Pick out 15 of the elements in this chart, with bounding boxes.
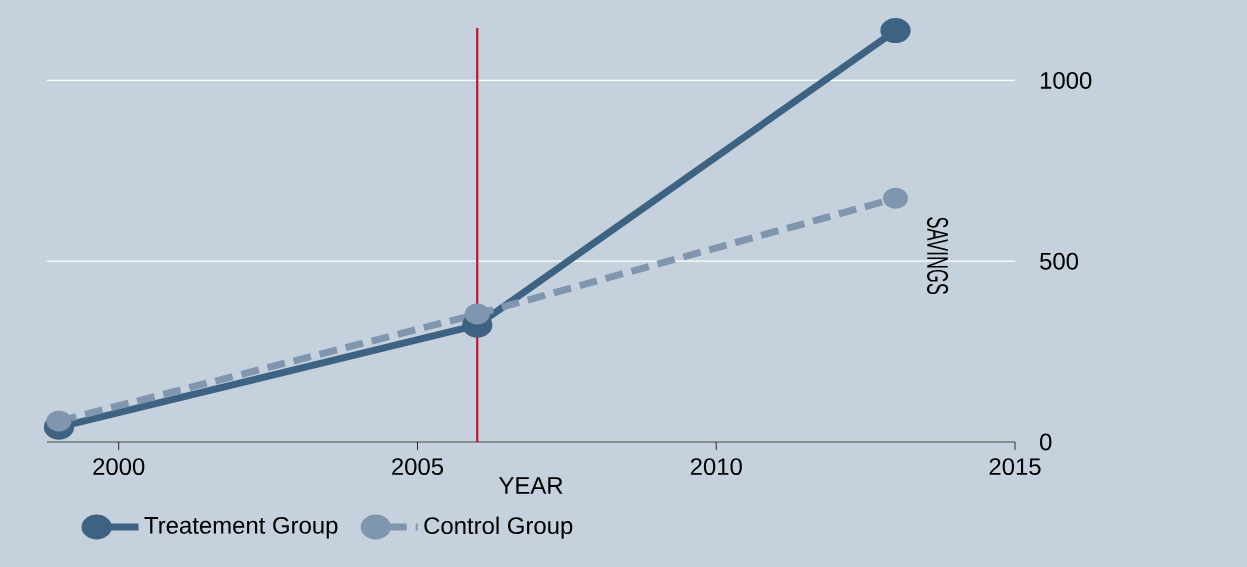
x-tick-label: 2000 [93, 458, 145, 476]
point [46, 410, 72, 432]
point [464, 303, 490, 325]
legend-label: Treatement Group [144, 516, 338, 539]
y-tick-label: 0 [1040, 433, 1052, 451]
y-tick-label: 500 [1040, 252, 1079, 270]
legend-label: Control Group [424, 516, 573, 539]
y-tick-label: 1000 [1040, 71, 1092, 89]
x-tick-label: 2005 [392, 458, 444, 476]
x-tick-label: 2015 [989, 458, 1041, 476]
x-axis-title: YEAR [498, 477, 563, 494]
point [882, 187, 909, 209]
x-tick-label: 2010 [690, 458, 742, 476]
point [880, 18, 911, 43]
y-axis-title: SAVINGS [926, 217, 949, 295]
